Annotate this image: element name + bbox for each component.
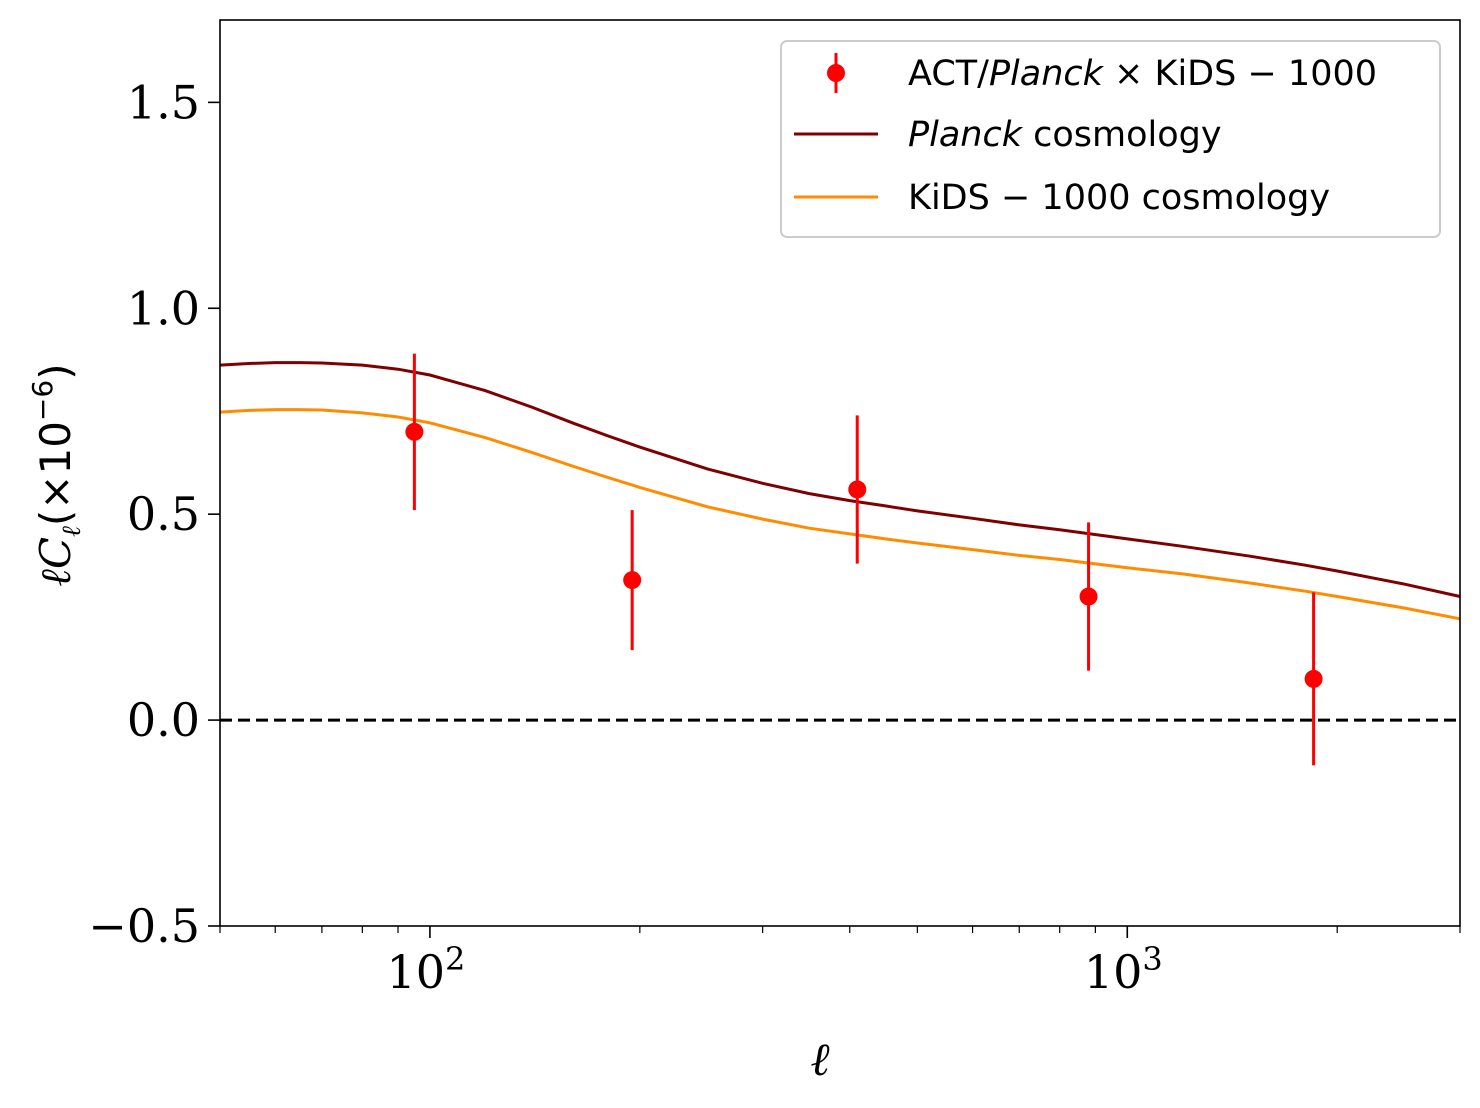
y-axis-label-exponent: −6 — [26, 380, 59, 421]
series-line-1 — [219, 361, 1461, 598]
axes — [219, 19, 1461, 927]
y-tick-label: −0.5 — [88, 899, 200, 953]
y-axis-label: ℓCℓ(×10−6) — [26, 363, 87, 586]
x-tick-label: 103 — [1084, 940, 1163, 999]
data-point — [848, 480, 867, 499]
series-line-2 — [219, 408, 1461, 621]
axes-frame — [219, 19, 1461, 927]
data-point — [1079, 587, 1098, 606]
legend-label: Planck cosmology — [908, 115, 1222, 155]
legend-frame — [780, 40, 1441, 238]
data-point — [623, 571, 642, 590]
legend-marker-point — [827, 64, 845, 82]
y-tick-label: 0.0 — [127, 693, 200, 747]
ticks: −0.5 0.0 0.5 1.0 1.5 102 103 — [88, 75, 1461, 999]
x-axis-label: ℓ — [810, 1032, 830, 1086]
y-axis-label-symbol: ℓC — [31, 537, 80, 587]
errorbars — [405, 353, 1323, 766]
legend-label: KiDS − 1000 cosmology — [908, 178, 1330, 218]
legend-label: ACT/Planck × KiDS − 1000 — [908, 54, 1377, 94]
data-point — [405, 422, 424, 441]
y-axis-label-subscript: ℓ — [57, 526, 87, 537]
axis-labels: ℓ ℓCℓ(×10−6) — [26, 363, 830, 1086]
curves — [219, 361, 1461, 722]
y-axis-label-close: ) — [31, 363, 80, 379]
x-tick-label: 102 — [386, 940, 465, 999]
y-tick-label: 1.5 — [127, 75, 200, 129]
y-tick-label: 0.5 — [127, 487, 200, 541]
y-tick-label: 1.0 — [127, 281, 200, 335]
legend: ACT/Planck × KiDS − 1000 Planck cosmology… — [780, 40, 1441, 238]
data-point — [1304, 669, 1323, 688]
y-axis-label-scale: (×10 — [31, 421, 80, 526]
